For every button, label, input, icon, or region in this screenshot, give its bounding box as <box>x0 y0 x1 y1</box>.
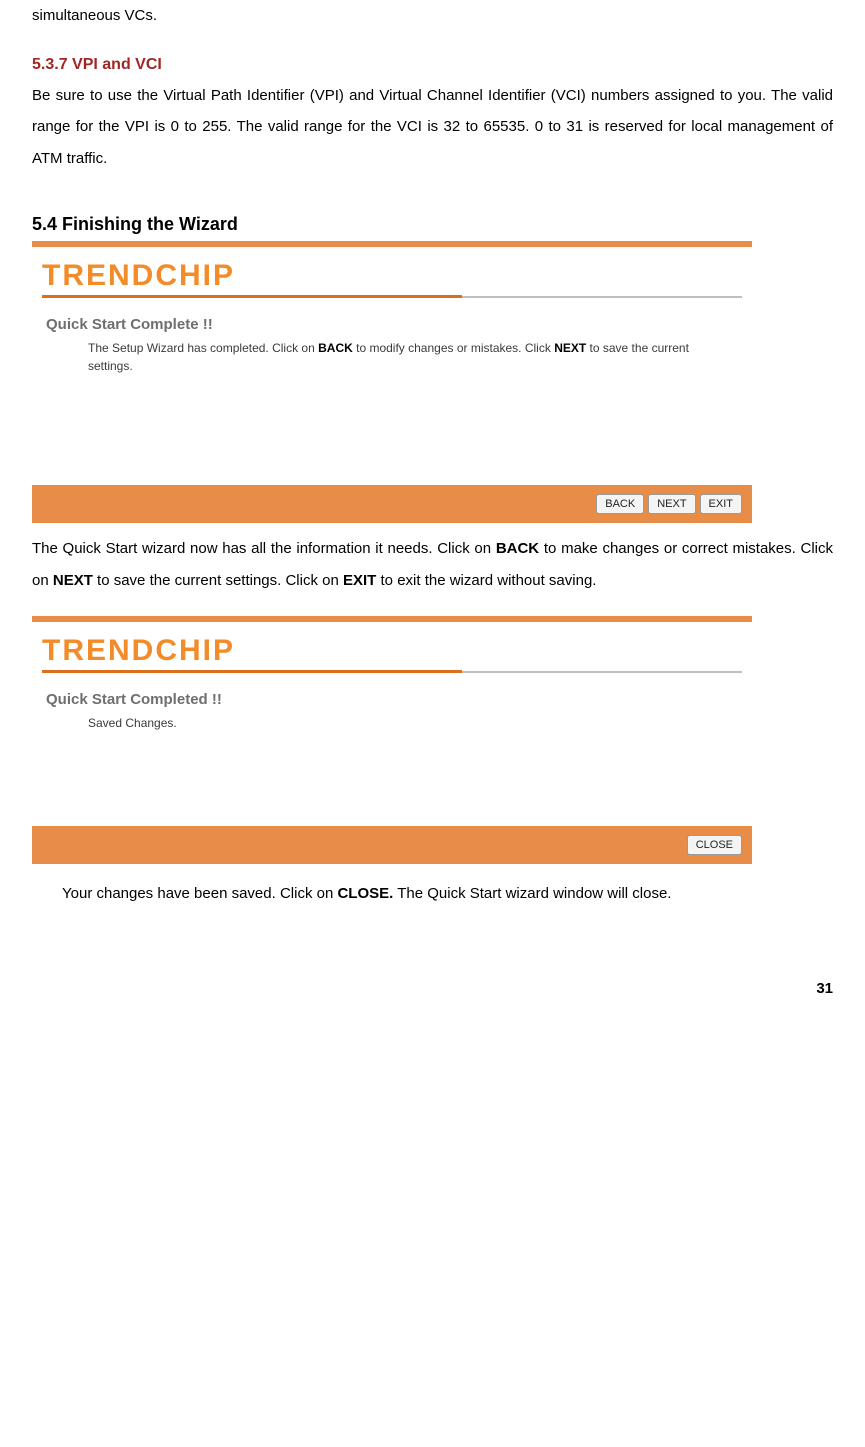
wizard1-text-pre: The Setup Wizard has completed. Click on <box>88 341 318 355</box>
wizard1-title: Quick Start Complete !! <box>32 306 752 339</box>
pa1-pre: The Quick Start wizard now has all the i… <box>32 540 496 557</box>
wizard2-body: Saved Changes. <box>32 714 752 744</box>
pa1-mid2: to save the current settings. Click on <box>93 572 343 589</box>
wizard-complete-box: TRENDCHIP Quick Start Complete !! The Se… <box>32 247 752 523</box>
wizard-completed-box: TRENDCHIP Quick Start Completed !! Saved… <box>32 622 752 864</box>
wizard1-body: The Setup Wizard has completed. Click on… <box>32 339 752 375</box>
fragment-top: simultaneous VCs. <box>32 0 833 32</box>
pa1-b1: BACK <box>496 540 539 557</box>
brand-underline <box>42 295 742 298</box>
next-button[interactable]: NEXT <box>648 494 695 514</box>
pa1-b2: NEXT <box>53 572 93 589</box>
pa1-post: to exit the wizard without saving. <box>376 572 596 589</box>
wizard2-title: Quick Start Completed !! <box>32 681 752 714</box>
wizard1-footer: BACK NEXT EXIT <box>32 485 752 523</box>
wizard1-text-mid: to modify changes or mistakes. Click <box>353 341 554 355</box>
wizard1-bold-back: BACK <box>318 341 353 355</box>
wizard1-bold-next: NEXT <box>554 341 586 355</box>
brand-logo: TRENDCHIP <box>42 259 742 293</box>
heading-5-3-7: 5.3.7 VPI and VCI <box>32 56 833 74</box>
close-button[interactable]: CLOSE <box>687 835 742 855</box>
pa2-b1: CLOSE. <box>337 885 393 902</box>
exit-button[interactable]: EXIT <box>700 494 742 514</box>
para-5-3-7: Be sure to use the Virtual Path Identifi… <box>32 80 833 175</box>
pa2-pre: Your changes have been saved. Click on <box>62 885 337 902</box>
page-number: 31 <box>32 930 833 1007</box>
pa1-b3: EXIT <box>343 572 376 589</box>
wizard2-footer: CLOSE <box>32 826 752 864</box>
brand-logo-2: TRENDCHIP <box>42 634 742 668</box>
para-after-wizard1: The Quick Start wizard now has all the i… <box>32 533 833 596</box>
back-button[interactable]: BACK <box>596 494 644 514</box>
pa2-post: The Quick Start wizard window will close… <box>393 885 671 902</box>
brand-underline-2 <box>42 670 742 673</box>
para-after-wizard2: Your changes have been saved. Click on C… <box>32 878 833 910</box>
heading-5-4: 5.4 Finishing the Wizard <box>32 214 833 235</box>
